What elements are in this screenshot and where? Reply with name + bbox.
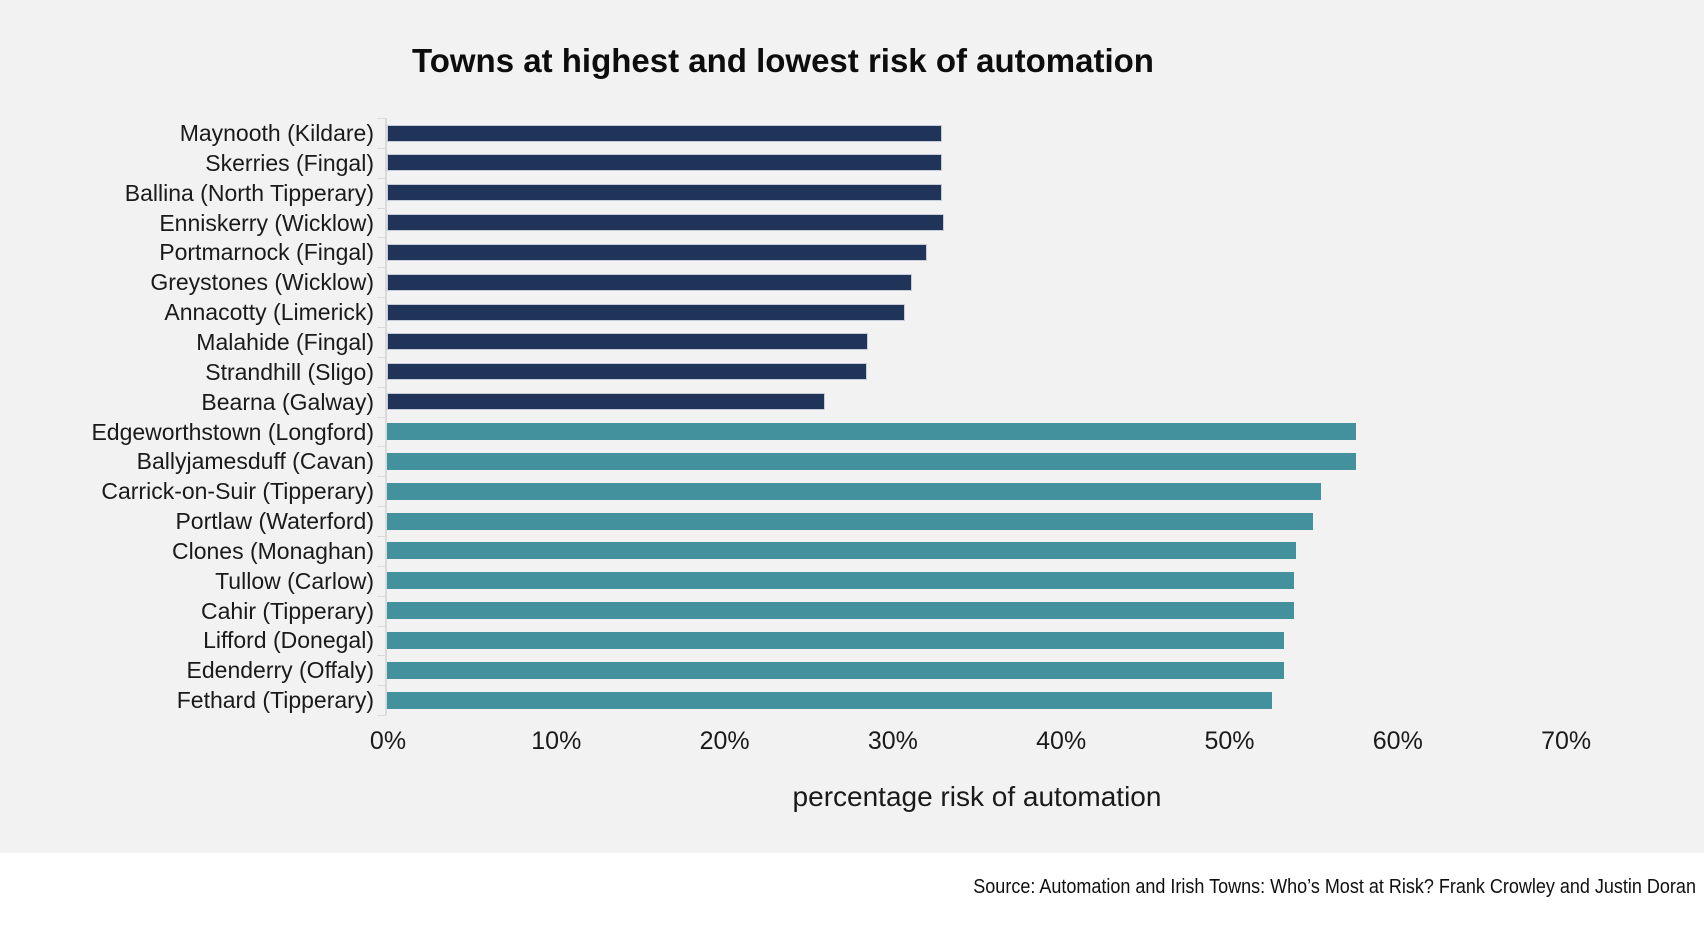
x-axis-tick-label: 10% <box>531 727 582 755</box>
category-axis-tick <box>377 446 386 448</box>
bar-label: Tullow (Carlow) <box>215 567 374 594</box>
bar-label: Greystones (Wicklow) <box>150 269 374 296</box>
bar-label: Bearna (Galway) <box>201 388 374 415</box>
category-axis-tick <box>377 177 386 179</box>
bar-label: Skerries (Fingal) <box>205 149 374 176</box>
x-axis-title: percentage risk of automation <box>792 781 1162 812</box>
category-axis-line <box>385 118 387 715</box>
bar-high_risk <box>387 452 1357 470</box>
x-axis-tick-label: 30% <box>867 727 918 755</box>
bar-low_risk <box>387 124 943 142</box>
category-axis-tick <box>377 207 386 209</box>
bar-high_risk <box>387 631 1285 649</box>
bar-high_risk <box>387 602 1295 620</box>
bar-high_risk <box>387 572 1295 590</box>
category-axis-tick <box>377 565 386 567</box>
bar-low_risk <box>387 243 928 261</box>
category-axis-tick <box>377 297 386 299</box>
category-axis-tick <box>377 327 386 329</box>
x-axis-tick-label: 60% <box>1372 727 1423 755</box>
bar-high_risk <box>387 482 1322 500</box>
bar-label: Cahir (Tipperary) <box>201 597 374 624</box>
bar-label: Lifford (Donegal) <box>203 627 374 654</box>
bar-low_risk <box>387 333 869 351</box>
category-axis-tick <box>377 715 386 717</box>
category-axis-tick <box>377 416 386 418</box>
category-axis-tick <box>377 356 386 358</box>
category-axis-tick <box>377 685 386 687</box>
bar-label: Annacotty (Limerick) <box>164 299 374 326</box>
x-axis-tick-label: 40% <box>1036 727 1087 755</box>
bar-high_risk <box>387 423 1357 440</box>
bar-high_risk <box>387 512 1313 530</box>
category-axis-tick <box>377 476 386 478</box>
bar-label: Portlaw (Waterford) <box>175 508 374 535</box>
bar-label: Carrick-on-Suir (Tipperary) <box>101 478 374 505</box>
bar-low_risk <box>387 363 867 381</box>
source-note: Source: Automation and Irish Towns: Who’… <box>973 876 1696 898</box>
bar-label: Edgeworthstown (Longford) <box>91 418 374 445</box>
bar-label: Strandhill (Sligo) <box>205 358 374 385</box>
bar-high_risk <box>387 691 1273 709</box>
bar-label: Clones (Monaghan) <box>171 537 374 564</box>
bar-high_risk <box>387 542 1296 560</box>
bar-label: Ballina (North Tipperary) <box>124 179 374 206</box>
bar-low_risk <box>387 184 943 202</box>
bar-label: Maynooth (Kildare) <box>179 120 374 146</box>
category-axis-tick <box>377 655 386 657</box>
category-axis-tick <box>377 535 386 537</box>
category-axis-tick <box>377 147 386 149</box>
bar-label: Malahide (Fingal) <box>196 328 374 355</box>
x-axis-tick-label: 20% <box>699 727 750 755</box>
bar-low_risk <box>387 303 906 321</box>
category-axis-tick <box>377 386 386 388</box>
category-axis-tick <box>377 506 386 508</box>
bar-low_risk <box>387 154 943 172</box>
category-axis-tick <box>377 267 386 269</box>
bar-label: Enniskerry (Wicklow) <box>159 209 374 236</box>
category-axis-tick <box>377 118 386 120</box>
x-axis-tick-label: 50% <box>1204 727 1255 755</box>
bar-low_risk <box>387 273 913 291</box>
bar-low_risk <box>387 214 945 232</box>
bar-high_risk <box>387 661 1285 679</box>
category-axis-tick <box>377 625 386 627</box>
bar-label: Fethard (Tipperary) <box>176 687 374 714</box>
bar-label: Ballyjamesduff (Cavan) <box>136 448 374 475</box>
category-axis-tick <box>377 237 386 239</box>
chart-title: Towns at highest and lowest risk of auto… <box>412 42 1154 79</box>
x-axis-tick-label: 70% <box>1541 727 1592 755</box>
x-axis-tick-label: 0% <box>369 727 407 755</box>
category-axis-tick <box>377 595 386 597</box>
bar-low_risk <box>387 393 825 411</box>
bar-label: Edenderry (Offaly) <box>186 657 374 684</box>
bar-label: Portmarnock (Fingal) <box>159 239 374 266</box>
